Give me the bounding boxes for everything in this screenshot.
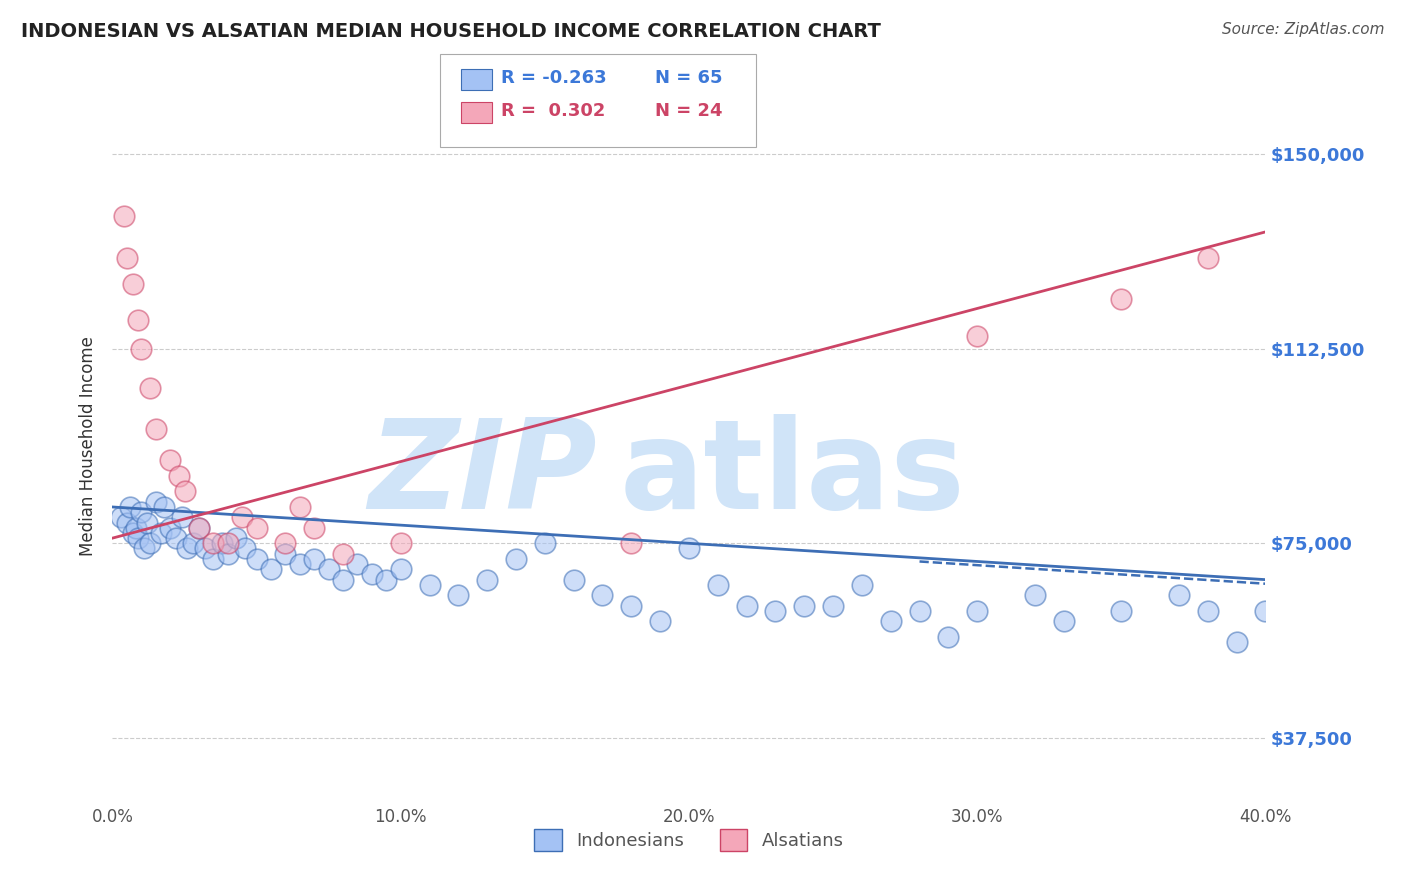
Text: R =  0.302: R = 0.302 — [501, 103, 605, 120]
Alsatians — [1197, 251, 1219, 265]
Indonesians — [233, 541, 256, 556]
Indonesians — [735, 599, 758, 613]
Indonesians — [260, 562, 283, 576]
Indonesians — [332, 573, 354, 587]
Alsatians — [1111, 293, 1133, 307]
Alsatians — [274, 536, 297, 550]
Indonesians — [707, 578, 730, 592]
Indonesians — [1197, 604, 1219, 618]
Alsatians — [288, 500, 311, 514]
Indonesians — [1053, 614, 1076, 628]
Text: R = -0.263: R = -0.263 — [501, 70, 606, 87]
Alsatians — [188, 521, 211, 535]
Alsatians — [202, 536, 225, 550]
Legend: Indonesians, Alsatians: Indonesians, Alsatians — [527, 822, 851, 858]
Indonesians — [620, 599, 643, 613]
Indonesians — [346, 557, 368, 571]
Indonesians — [181, 536, 204, 550]
Indonesians — [139, 536, 162, 550]
Alsatians — [966, 328, 988, 343]
Indonesians — [534, 536, 557, 550]
Indonesians — [145, 495, 167, 509]
Indonesians — [188, 521, 211, 535]
Alsatians — [389, 536, 412, 550]
Indonesians — [678, 541, 700, 556]
Indonesians — [225, 531, 247, 545]
Indonesians — [159, 521, 181, 535]
Text: INDONESIAN VS ALSATIAN MEDIAN HOUSEHOLD INCOME CORRELATION CHART: INDONESIAN VS ALSATIAN MEDIAN HOUSEHOLD … — [21, 22, 882, 41]
Indonesians — [1111, 604, 1133, 618]
Indonesians — [389, 562, 412, 576]
Alsatians — [129, 342, 153, 356]
Indonesians — [650, 614, 672, 628]
Indonesians — [211, 536, 233, 550]
Indonesians — [194, 541, 217, 556]
Indonesians — [477, 573, 499, 587]
Alsatians — [173, 484, 195, 499]
Indonesians — [150, 525, 173, 540]
Text: Source: ZipAtlas.com: Source: ZipAtlas.com — [1222, 22, 1385, 37]
Indonesians — [562, 573, 585, 587]
Indonesians — [851, 578, 873, 592]
Indonesians — [118, 500, 141, 514]
Alsatians — [620, 536, 643, 550]
Alsatians — [332, 547, 354, 561]
Indonesians — [880, 614, 903, 628]
Indonesians — [153, 500, 176, 514]
Indonesians — [165, 531, 187, 545]
Indonesians — [121, 525, 143, 540]
Indonesians — [304, 552, 326, 566]
Indonesians — [176, 541, 198, 556]
Indonesians — [793, 599, 815, 613]
Indonesians — [127, 531, 149, 545]
Alsatians — [231, 510, 253, 524]
Alsatians — [112, 210, 135, 224]
Indonesians — [1226, 635, 1249, 649]
Alsatians — [167, 468, 190, 483]
Indonesians — [765, 604, 787, 618]
Indonesians — [170, 510, 193, 524]
Indonesians — [908, 604, 931, 618]
Indonesians — [115, 516, 138, 530]
Indonesians — [447, 588, 470, 602]
Text: N = 24: N = 24 — [655, 103, 723, 120]
Text: atlas: atlas — [620, 414, 966, 535]
Indonesians — [134, 541, 156, 556]
Indonesians — [938, 630, 960, 644]
Alsatians — [217, 536, 239, 550]
Alsatians — [159, 453, 181, 467]
Indonesians — [1254, 604, 1277, 618]
Text: N = 65: N = 65 — [655, 70, 723, 87]
Alsatians — [139, 381, 162, 395]
Indonesians — [129, 505, 153, 519]
Indonesians — [217, 547, 239, 561]
Indonesians — [110, 510, 132, 524]
Indonesians — [274, 547, 297, 561]
Indonesians — [246, 552, 269, 566]
Indonesians — [1168, 588, 1191, 602]
Indonesians — [821, 599, 844, 613]
Alsatians — [115, 251, 138, 265]
Indonesians — [592, 588, 614, 602]
Indonesians — [1024, 588, 1046, 602]
Indonesians — [361, 567, 384, 582]
Indonesians — [505, 552, 527, 566]
Alsatians — [246, 521, 269, 535]
Alsatians — [145, 422, 167, 436]
Alsatians — [127, 313, 149, 327]
Indonesians — [136, 516, 159, 530]
Indonesians — [419, 578, 441, 592]
Indonesians — [375, 573, 398, 587]
Indonesians — [124, 521, 146, 535]
Indonesians — [1277, 624, 1299, 639]
Indonesians — [318, 562, 340, 576]
Indonesians — [966, 604, 988, 618]
Indonesians — [202, 552, 225, 566]
Alsatians — [121, 277, 143, 291]
Indonesians — [1268, 614, 1291, 628]
Indonesians — [288, 557, 311, 571]
Text: ZIP: ZIP — [368, 414, 596, 535]
Alsatians — [304, 521, 326, 535]
Y-axis label: Median Household Income: Median Household Income — [79, 336, 97, 556]
